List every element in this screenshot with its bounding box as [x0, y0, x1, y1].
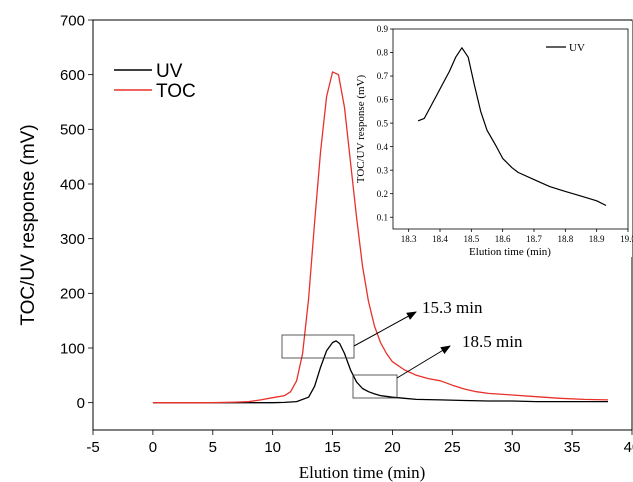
main-x-tick-label: 0 — [149, 439, 157, 456]
inset-series-line-uv — [417, 47, 607, 207]
main-y-tick-label: 600 — [60, 67, 85, 84]
inset-y-tick-label: 0.5 — [377, 118, 389, 128]
inset-chart: 18.318.418.518.618.718.818.919.0 0.10.20… — [355, 21, 633, 258]
inset-y-tick-label: 0.3 — [377, 165, 389, 175]
inset-x-tick-label: 18.5 — [463, 234, 479, 244]
main-x-ticks: -5 0 5 10 15 20 25 30 35 40 — [86, 430, 633, 456]
inset-plot-frame — [392, 28, 629, 230]
main-x-tick-label: 5 — [209, 439, 217, 456]
inset-legend: UV — [546, 42, 585, 54]
inset-y-tick-label: 0.7 — [377, 71, 389, 81]
inset-background — [366, 21, 632, 257]
main-y-tick-label: 0 — [77, 395, 85, 412]
main-series-lines — [152, 71, 609, 404]
legend-label-toc: TOC — [156, 81, 196, 102]
main-y-tick-label: 700 — [60, 12, 85, 29]
main-x-tick-label: -5 — [86, 439, 99, 456]
main-x-tick-label: 25 — [444, 439, 461, 456]
inset-legend-label-uv: UV — [569, 42, 585, 54]
main-chart: -5 0 5 10 15 20 25 30 35 40 0 100 200 300 400 500 600 70… — [18, 12, 633, 482]
inset-x-tick-label: 18.7 — [526, 234, 542, 244]
inset-y-tick-label: 0.2 — [377, 189, 388, 199]
main-x-tick-label: 30 — [504, 439, 521, 456]
main-x-tick-label: 35 — [564, 439, 581, 456]
y-axis-label: TOC/UV response (mV) — [18, 124, 39, 325]
annotation-box-18-5 — [352, 374, 398, 399]
annotation-label-18-5: 18.5 min — [462, 332, 523, 351]
main-x-tick-label: 10 — [264, 439, 281, 456]
inset-y-tick-label: 0.4 — [377, 142, 389, 152]
main-series-line-uv — [152, 340, 608, 404]
main-y-tick-label: 300 — [60, 231, 85, 248]
main-y-tick-label: 200 — [60, 286, 85, 303]
inset-x-axis-label: Elution time (min) — [469, 246, 551, 258]
inset-x-tick-label: 19.0 — [620, 234, 633, 244]
main-y-ticks: 0 100 200 300 400 500 600 700 — [60, 12, 93, 412]
inset-y-ticks: 0.1 0.2 0.3 0.4 0.5 0.6 0.7 0.8 0.9 — [377, 24, 393, 222]
annotation-label-15-3: 15.3 min — [422, 298, 483, 317]
main-x-tick-label: 15 — [324, 439, 341, 456]
inset-y-tick-label: 0.9 — [377, 24, 389, 34]
inset-series-lines — [417, 47, 607, 207]
inset-y-tick-label: 0.1 — [377, 212, 388, 222]
inset-x-tick-label: 18.4 — [432, 234, 448, 244]
inset-x-tick-label: 18.9 — [589, 234, 605, 244]
main-x-tick-label: 20 — [384, 439, 401, 456]
main-y-tick-label: 400 — [60, 176, 85, 193]
inset-y-axis-label: TOC/UV response (mV) — [355, 74, 367, 183]
x-axis-label: Elution time (min) — [299, 463, 426, 482]
inset-x-tick-label: 18.6 — [495, 234, 511, 244]
main-y-tick-label: 100 — [60, 340, 85, 357]
annotation-arrow-18-5 — [396, 345, 451, 379]
main-x-tick-label: 40 — [624, 439, 633, 456]
annotation-box-15-3 — [281, 334, 355, 359]
inset-x-tick-label: 18.3 — [401, 234, 417, 244]
inset-x-tick-label: 18.8 — [557, 234, 573, 244]
main-series-line-toc — [152, 71, 609, 404]
inset-y-tick-label: 0.8 — [377, 48, 389, 58]
main-legend: UV TOC — [114, 61, 196, 102]
inset-y-tick-label: 0.6 — [377, 95, 389, 105]
annotation-arrow-15-3 — [353, 311, 417, 347]
inset-x-ticks: 18.3 18.4 18.5 18.6 18.7 18.8 18.9 19.0 — [401, 229, 633, 244]
legend-label-uv: UV — [156, 61, 183, 82]
main-y-tick-label: 500 — [60, 122, 85, 139]
